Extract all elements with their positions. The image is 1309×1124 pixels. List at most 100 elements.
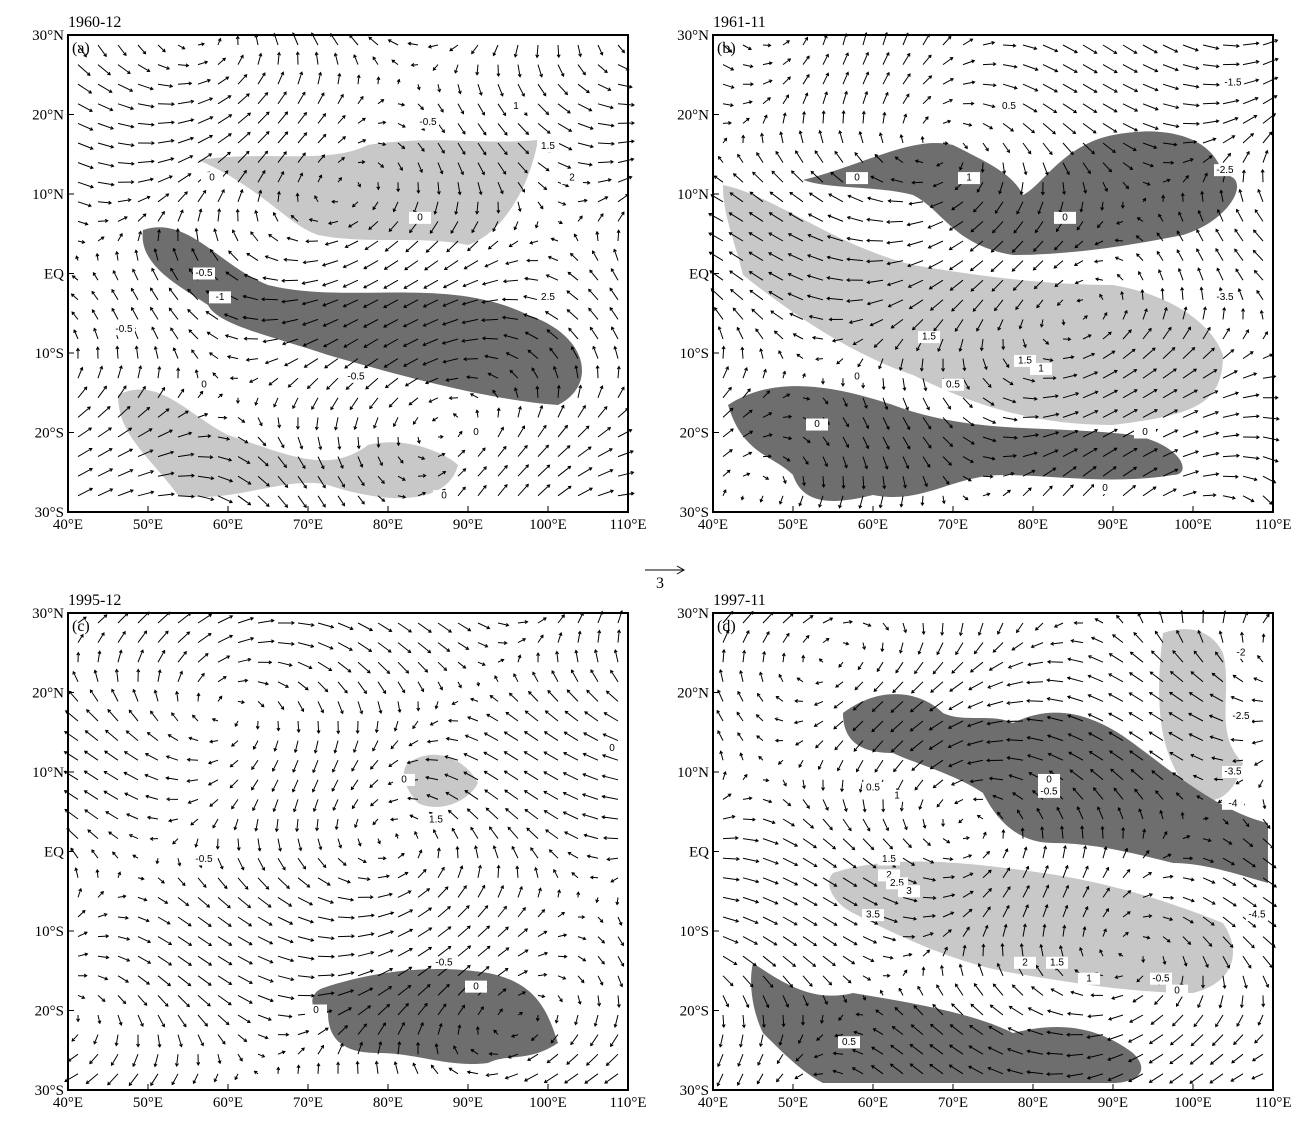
contour-label: 1.5 [882, 854, 896, 865]
contour-label-bg [998, 100, 1020, 113]
contour-label: 1.5 [922, 332, 936, 343]
panel-title: 1960-12 [68, 14, 121, 31]
y-tick-label: 10°S [680, 924, 709, 940]
y-tick-label: 20°S [35, 426, 64, 442]
contour-label-bg [806, 418, 828, 431]
contour-label-bg [838, 1036, 860, 1049]
y-tick-label: 10°S [680, 346, 709, 362]
contour-label-bg [193, 267, 215, 280]
contour-label: 2 [886, 870, 892, 881]
contour-label-bg [1214, 164, 1236, 177]
y-tick-label: 10°S [35, 346, 64, 362]
contour-label-bg [465, 426, 487, 439]
contour-label: -3.5 [1224, 767, 1242, 778]
contour-label: 3.5 [866, 910, 880, 921]
x-tick-label: 110°E [609, 1095, 646, 1111]
contour-label-bg [1094, 482, 1116, 495]
y-tick-label: 20°S [680, 1004, 709, 1020]
y-tick-label: 20°N [677, 686, 709, 702]
contour-label-bg [193, 378, 215, 391]
contour-label-bg [1030, 362, 1052, 375]
y-tick-label: 20°S [680, 426, 709, 442]
contour-label-bg [1246, 909, 1268, 922]
contour-label-bg [465, 980, 487, 993]
contour-label: 0 [473, 427, 479, 438]
x-tick-label: 60°E [213, 1095, 243, 1111]
contour-label-bg [1014, 956, 1036, 969]
y-tick-label: 30°S [35, 1083, 64, 1099]
x-tick-label: 100°E [529, 1095, 567, 1111]
contour-label: -0.5 [1152, 973, 1170, 984]
y-tick-label: 10°N [32, 765, 64, 781]
contour-label: -0.5 [347, 371, 365, 382]
y-tick-label: 10°N [677, 187, 709, 203]
reference-label: 3 [656, 575, 664, 592]
contour-label-bg [601, 742, 623, 755]
x-tick-label: 80°E [1018, 517, 1048, 533]
contour-label-bg [433, 956, 455, 969]
contour-label: 3 [906, 886, 912, 897]
contour-label: 0 [1046, 775, 1052, 786]
contour-label-bg [417, 116, 439, 129]
contour-label: 0.5 [866, 783, 880, 794]
contour-label: -4 [1229, 798, 1238, 809]
panel-title: 1995-12 [68, 592, 121, 609]
contour-label-bg [305, 1004, 327, 1017]
contour-label: 2 [569, 173, 575, 184]
x-tick-label: 110°E [609, 517, 646, 533]
x-tick-label: 60°E [858, 1095, 888, 1111]
contour-label: -4.5 [1248, 910, 1266, 921]
contour-label-bg [1222, 797, 1244, 810]
contour-label: 0.5 [842, 1037, 856, 1048]
contour-label-bg [1134, 426, 1156, 439]
contour-label: 0 [201, 379, 207, 390]
contour-label: 0 [1142, 427, 1148, 438]
contour-label-bg [1150, 972, 1172, 985]
y-tick-label: 20°N [32, 108, 64, 124]
y-tick-label: 30°S [680, 505, 709, 521]
contour-label-bg [942, 378, 964, 391]
contour-label-bg [958, 172, 980, 185]
contour-label-bg [1038, 773, 1060, 786]
contour-label-bg [918, 331, 940, 344]
wind-vectors [70, 32, 635, 509]
contour-label-bg [1078, 972, 1100, 985]
contour-label: 0 [441, 491, 447, 502]
y-tick-label: 30°N [32, 606, 64, 622]
x-tick-label: 60°E [858, 517, 888, 533]
x-tick-label: 40°E [53, 517, 83, 533]
x-tick-label: 80°E [1018, 1095, 1048, 1111]
contour-label-bg [113, 323, 135, 336]
x-tick-label: 70°E [938, 517, 968, 533]
x-tick-label: 60°E [213, 517, 243, 533]
contour-label: 1.5 [541, 141, 555, 152]
contour-label: 1 [1086, 973, 1092, 984]
y-tick-label: 30°N [677, 606, 709, 622]
contour-label-bg [425, 813, 447, 826]
x-tick-label: 80°E [373, 1095, 403, 1111]
contour-label: 0 [417, 212, 423, 223]
contour-label: 1 [1038, 364, 1044, 375]
x-tick-label: 110°E [1254, 1095, 1291, 1111]
contour-label-bg [862, 781, 884, 794]
contour-label: 2.5 [890, 878, 904, 889]
y-tick-label: 20°S [35, 1004, 64, 1020]
panel-label: (d) [717, 618, 736, 635]
wind-vectors [708, 31, 1280, 509]
contour-label-bg [862, 909, 884, 922]
contour-label: 0 [313, 1005, 319, 1016]
contour-label: 0.5 [1002, 101, 1016, 112]
y-tick-label: EQ [689, 267, 709, 283]
x-tick-label: 50°E [778, 517, 808, 533]
contour-label: 0 [1062, 212, 1068, 223]
contour-label-bg [201, 172, 223, 185]
contour-label: 2.5 [541, 292, 555, 303]
contour-label-bg [1222, 766, 1244, 778]
contour-label: 0 [1102, 483, 1108, 494]
shading-a [118, 140, 582, 499]
contour-label: -0.5 [195, 268, 213, 279]
y-tick-label: EQ [44, 267, 64, 283]
contour-label-bg [846, 370, 868, 383]
x-tick-label: 40°E [698, 517, 728, 533]
y-tick-label: 10°N [677, 765, 709, 781]
